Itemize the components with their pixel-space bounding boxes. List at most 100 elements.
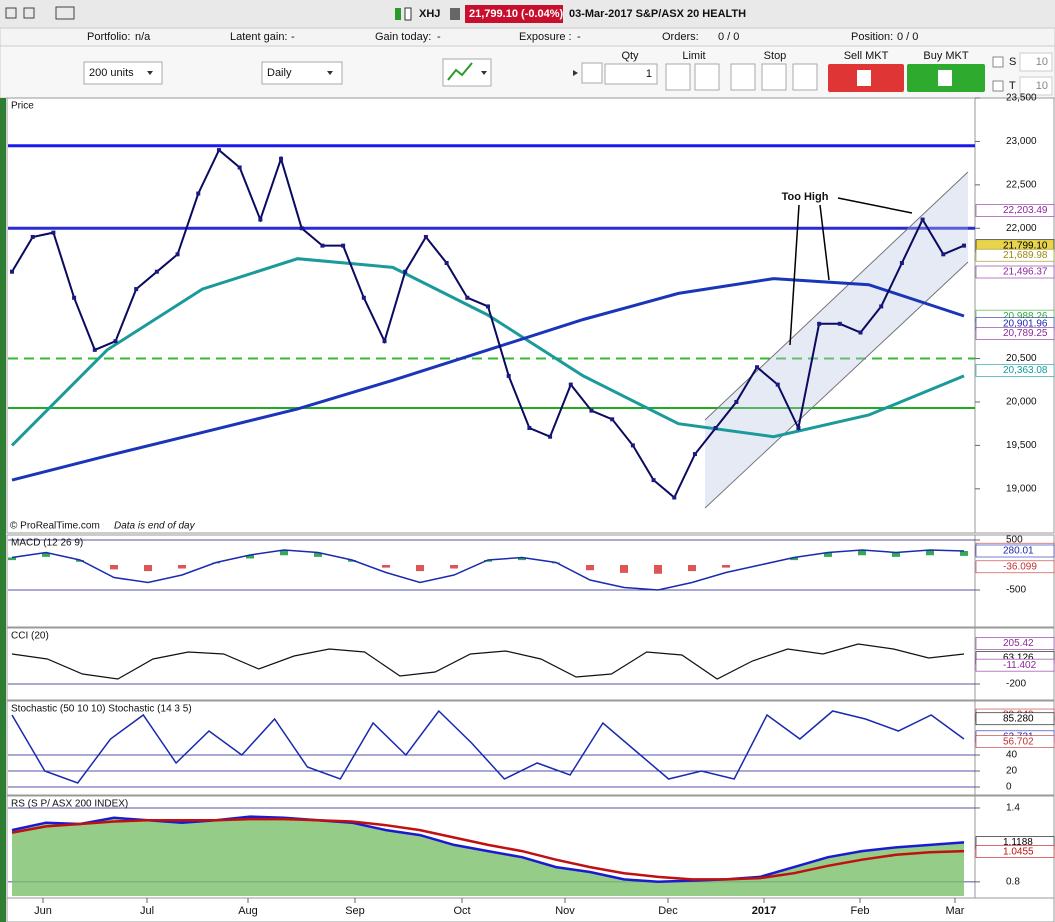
price-point <box>134 287 139 292</box>
price-point <box>423 234 428 239</box>
value-label-box <box>975 544 1055 558</box>
stop-other-button[interactable] <box>792 63 818 91</box>
status-label: Orders: <box>662 31 699 43</box>
macd-histogram-bar <box>416 565 424 572</box>
status-label: Exposure : <box>519 31 572 43</box>
t-input[interactable] <box>1019 76 1053 96</box>
rs-area <box>12 816 964 896</box>
macd-histogram-bar <box>348 560 356 562</box>
value-label: 21,799.10 <box>1003 240 1048 251</box>
stop-sell-button[interactable] <box>761 63 787 91</box>
y-tick-label: 22,500 <box>1006 179 1037 190</box>
value-label: 20,901.96 <box>1003 318 1048 329</box>
x-tick-label: Jun <box>34 905 52 917</box>
price-point <box>568 382 573 387</box>
price-point <box>51 230 56 235</box>
price-point <box>630 443 635 448</box>
sell-icon <box>857 70 871 86</box>
price-point <box>154 269 159 274</box>
price-point <box>899 261 904 266</box>
credit: © ProRealTime.com <box>10 521 100 532</box>
price-point <box>589 408 594 413</box>
checkbox[interactable] <box>992 80 1004 92</box>
window-icon[interactable] <box>5 7 17 19</box>
limit-buy-button[interactable] <box>665 63 691 91</box>
value-label: 63.126 <box>1003 652 1034 663</box>
value-label-box <box>975 712 1055 726</box>
price-point <box>817 321 822 326</box>
price-point <box>672 495 677 500</box>
limit-sell-button[interactable] <box>694 63 720 91</box>
panel-title: MACD (12 26 9) <box>11 538 83 549</box>
macd-histogram-bar <box>518 557 526 561</box>
t-label: T <box>1009 80 1016 92</box>
macd-histogram-bar <box>484 560 492 562</box>
rs-average-line <box>11 817 965 881</box>
stochastic-line <box>11 709 965 784</box>
dropdown-arrow <box>481 71 487 75</box>
expand-arrow[interactable] <box>573 70 578 76</box>
price-point <box>796 426 801 431</box>
macd-histogram-bar <box>382 565 390 568</box>
s-label: S <box>1009 56 1016 68</box>
rs-line <box>11 815 965 884</box>
value-label: 21,496.37 <box>1003 267 1048 278</box>
value-label: 56.702 <box>1003 736 1034 747</box>
period-dropdown[interactable] <box>261 61 343 85</box>
moving-average-long <box>11 277 965 482</box>
wrench-button[interactable] <box>581 62 603 84</box>
price-point <box>465 295 470 300</box>
price-point <box>237 165 242 170</box>
s-input[interactable] <box>1019 52 1053 72</box>
y-tick-label: 500 <box>1006 535 1023 546</box>
keyboard-icon[interactable] <box>55 6 75 20</box>
y-tick-label: 20 <box>1006 766 1018 777</box>
stop-buy-button[interactable] <box>730 63 756 91</box>
price-point <box>320 243 325 248</box>
value-label: 20,988.26 <box>1003 311 1048 322</box>
macd-histogram-bar <box>858 550 866 556</box>
value-label-box <box>975 364 1055 377</box>
value-label: -11.402 <box>1003 660 1037 671</box>
panel-frame <box>6 534 1055 628</box>
status-label: Position: <box>851 31 893 43</box>
status-value: - <box>291 31 295 43</box>
chart-type-icon <box>447 62 473 81</box>
y-tick-label: 40 <box>1006 750 1018 761</box>
units-dropdown[interactable] <box>83 61 163 85</box>
value-label: -36.099 <box>1003 561 1037 572</box>
y-tick-label: 1.4 <box>1006 803 1020 814</box>
annotation: Too High <box>782 191 829 203</box>
buy-icon <box>938 70 952 86</box>
value-label-box <box>975 327 1055 340</box>
status-value: - <box>577 31 581 43</box>
panel-frame <box>6 627 1055 701</box>
value-label-box <box>975 735 1055 748</box>
info-icon[interactable] <box>450 8 460 20</box>
status-label: Portfolio: <box>87 31 130 43</box>
quote-box <box>465 5 563 23</box>
moving-average-mid <box>10 257 965 447</box>
macd-histogram-bar <box>688 565 696 572</box>
x-tick-label: Nov <box>555 905 575 917</box>
sell-label: Sell MKT <box>844 50 889 62</box>
value-label: 1.0455 <box>1003 846 1034 857</box>
candle-icon <box>404 7 412 21</box>
y-tick-label: -200 <box>1006 679 1026 690</box>
value-label: 20,789.25 <box>1003 328 1048 339</box>
price-point <box>506 373 511 378</box>
price-point <box>527 426 532 431</box>
window-icon[interactable] <box>23 7 35 19</box>
price-point <box>858 330 863 335</box>
value-label: 20,363.08 <box>1003 365 1048 376</box>
checkbox[interactable] <box>992 56 1004 68</box>
price-point <box>837 321 842 326</box>
price-point <box>651 478 656 483</box>
qty-input[interactable] <box>604 63 658 85</box>
y-tick-label: 0.8 <box>1006 876 1020 887</box>
value-label-box <box>975 845 1055 858</box>
price-point <box>486 304 490 309</box>
panel-title: CCI (20) <box>11 631 49 642</box>
status-value: 0 / 0 <box>718 31 739 43</box>
